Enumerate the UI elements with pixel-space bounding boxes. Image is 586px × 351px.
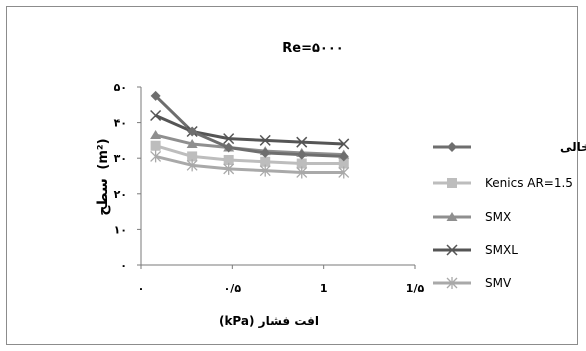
data-point [259, 134, 271, 146]
y-tick-label: ۳۰ [114, 152, 127, 165]
series-line [155, 154, 344, 174]
data-point [150, 140, 161, 151]
x-tick-label: 1 [320, 282, 328, 295]
y-axis-unit: (m²) [96, 138, 111, 169]
data-point [259, 164, 271, 177]
data-point [296, 166, 308, 179]
y-tick-label: ۴۰ [114, 117, 127, 130]
data-point [150, 90, 161, 101]
x-axis-label: افت فشار (kPa) [219, 314, 319, 328]
data-point [338, 138, 350, 150]
data-point [186, 138, 198, 148]
legend-marker [446, 277, 458, 289]
legend-label: SMV [485, 276, 512, 290]
series-line [154, 94, 344, 158]
legend-label: Kenics AR=1.5 [485, 176, 573, 190]
y-tick-label: ۱۰ [114, 223, 127, 236]
data-point [150, 150, 162, 163]
data-point [260, 147, 271, 158]
data-point [338, 158, 349, 169]
legend-label: SMX [485, 210, 511, 224]
chart-frame [6, 6, 578, 345]
data-point [260, 156, 271, 167]
y-tick-label: ۰ [120, 259, 127, 272]
x-tick-label: ۰/۵ [224, 282, 242, 295]
data-point [186, 159, 198, 172]
x-tick-label: ۰ [138, 282, 145, 295]
data-point [296, 158, 307, 169]
data-point [338, 151, 349, 162]
data-point [150, 109, 162, 122]
y-tick-label: ۵۰ [114, 81, 127, 94]
data-point [223, 162, 235, 175]
y-tick-label: ۲۰ [114, 188, 127, 201]
data-point [187, 126, 198, 137]
data-point [223, 133, 235, 145]
data-point [150, 130, 162, 140]
data-point [296, 136, 308, 148]
data-point [223, 154, 234, 165]
series-line [155, 144, 344, 166]
data-point [338, 166, 350, 179]
data-point [223, 142, 234, 153]
legend-label: SMXL [485, 243, 518, 257]
legend-label: لولهٔ خالی [560, 140, 586, 155]
legend-marker [447, 142, 457, 152]
data-point [296, 149, 307, 160]
series-line [155, 114, 344, 146]
y-axis-label: سطح [95, 178, 111, 216]
x-tick-label: 1/۵ [406, 282, 425, 295]
chart-title: Re=۵۰۰۰ [282, 41, 343, 56]
legend-marker [446, 212, 458, 221]
legend-marker [447, 178, 457, 188]
legend-marker [446, 244, 458, 256]
data-point [187, 151, 198, 162]
